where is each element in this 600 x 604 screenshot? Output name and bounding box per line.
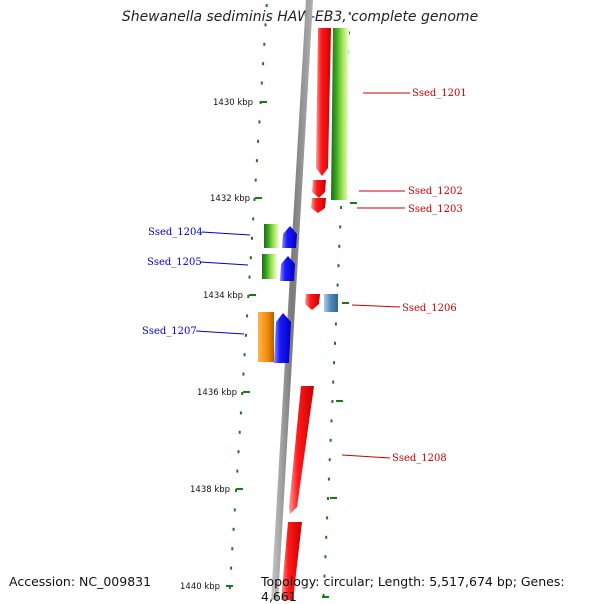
minor-tick <box>236 469 239 473</box>
gene-ssed-1201[interactable] <box>316 28 331 176</box>
ruler-right <box>322 202 357 598</box>
minor-tick <box>232 527 235 531</box>
map-title: Shewanella sediminis HAW-EB3, complete g… <box>121 9 479 25</box>
minor-tick <box>322 594 325 597</box>
minor-tick <box>251 236 253 240</box>
minor-tick <box>327 497 329 500</box>
minor-tick <box>233 508 236 512</box>
minor-tick <box>241 392 244 395</box>
ruler-label-1434: 1434 kbp <box>203 291 243 301</box>
gene-ssed-1204-cog <box>264 224 279 248</box>
minor-tick <box>339 225 342 229</box>
minor-tick <box>331 400 334 403</box>
minor-tick <box>263 42 266 46</box>
minor-tick <box>249 256 252 260</box>
minor-tick <box>348 12 351 15</box>
minor-tick <box>323 574 326 578</box>
minor-tick <box>338 244 341 248</box>
minor-tick <box>324 555 327 559</box>
gene-ssed-1206-cog <box>324 294 338 312</box>
ruler-tick <box>260 101 267 103</box>
ruler-label-1432: 1432 kbp <box>210 194 250 204</box>
ruler-label-1440: 1440 kbp <box>180 582 220 592</box>
gene-label-ssed-1208[interactable]: Ssed_1208 <box>392 453 447 464</box>
minor-tick <box>248 275 251 279</box>
ruler-tick <box>243 391 250 393</box>
gene-ssed-1205-cog <box>262 254 277 279</box>
minor-tick <box>228 586 231 589</box>
ruler-label-1438: 1438 kbp <box>190 485 230 495</box>
gene-ssed-1206[interactable] <box>305 294 320 310</box>
gene-ssed-1207-cog <box>258 312 274 362</box>
minor-tick <box>257 139 260 143</box>
minor-tick <box>237 450 240 454</box>
ruler-tick <box>236 488 243 490</box>
minor-tick <box>260 81 263 85</box>
minor-tick <box>239 411 242 415</box>
leader-lines <box>195 92 410 459</box>
minor-tick <box>334 341 336 345</box>
gene-ssed-lower[interactable] <box>281 522 302 600</box>
ruler: 1430 kbp 1432 kbp 1434 kbp 1436 kbp 1438… <box>180 98 267 592</box>
minor-tick <box>262 62 265 66</box>
gene-label-ssed-1203[interactable]: Ssed_1203 <box>408 204 463 215</box>
minor-tick <box>336 283 339 287</box>
gene-ssed-1204[interactable] <box>282 226 297 248</box>
gene-label-ssed-1207[interactable]: Ssed_1207 <box>142 326 197 337</box>
ruler-label-1436: 1436 kbp <box>197 388 237 398</box>
ruler-tick <box>249 294 256 296</box>
gene-label-ssed-1201[interactable]: Ssed_1201 <box>412 88 467 99</box>
ruler-tick <box>255 197 262 199</box>
minor-tick <box>334 322 337 326</box>
minor-tick <box>247 295 250 298</box>
minor-tick <box>231 547 234 551</box>
minor-tick <box>332 380 335 384</box>
gene-label-ssed-1204[interactable]: Ssed_1204 <box>148 227 203 238</box>
ruler-tick <box>226 585 233 587</box>
minor-tick <box>230 566 233 570</box>
minor-tick <box>242 372 245 376</box>
gene-labels: Ssed_1201 Ssed_1202 Ssed_1203 Ssed_1206 … <box>142 88 467 464</box>
minor-tick <box>328 458 331 462</box>
gene-ssed-1203[interactable] <box>311 198 326 213</box>
minor-tick <box>265 4 268 7</box>
minor-tick <box>254 178 257 182</box>
accession-text: Accession: NC_009831 <box>9 574 152 589</box>
minor-tick <box>246 314 249 318</box>
minor-tick <box>264 23 267 27</box>
minor-tick <box>326 516 329 520</box>
ruler-label-1430: 1430 kbp <box>213 98 253 108</box>
minor-tick <box>333 361 336 365</box>
minor-tick <box>238 430 241 434</box>
minor-tick <box>255 159 258 163</box>
gene-label-ssed-1202[interactable]: Ssed_1202 <box>408 186 463 197</box>
gene-ssed-1205[interactable] <box>280 256 295 281</box>
minor-tick <box>253 198 256 201</box>
minor-tick <box>244 333 247 337</box>
gene-label-ssed-1206[interactable]: Ssed_1206 <box>402 303 457 314</box>
minor-tick <box>235 489 237 492</box>
gene-ssed-1202[interactable] <box>312 180 326 198</box>
minor-tick <box>252 217 255 221</box>
backbone <box>271 0 313 600</box>
minor-tick <box>325 535 328 539</box>
minor-tick <box>330 419 333 423</box>
minor-tick <box>340 206 343 209</box>
minor-tick <box>243 353 246 357</box>
gene-ssed-1207[interactable] <box>274 313 291 363</box>
minor-tick <box>329 438 332 442</box>
minor-tick <box>327 477 330 481</box>
cog-strip-top <box>331 28 349 200</box>
gene-label-ssed-1205[interactable]: Ssed_1205 <box>147 257 202 268</box>
gene-ssed-1208[interactable] <box>289 386 314 514</box>
minor-tick <box>337 264 340 268</box>
minor-tick <box>258 120 261 124</box>
